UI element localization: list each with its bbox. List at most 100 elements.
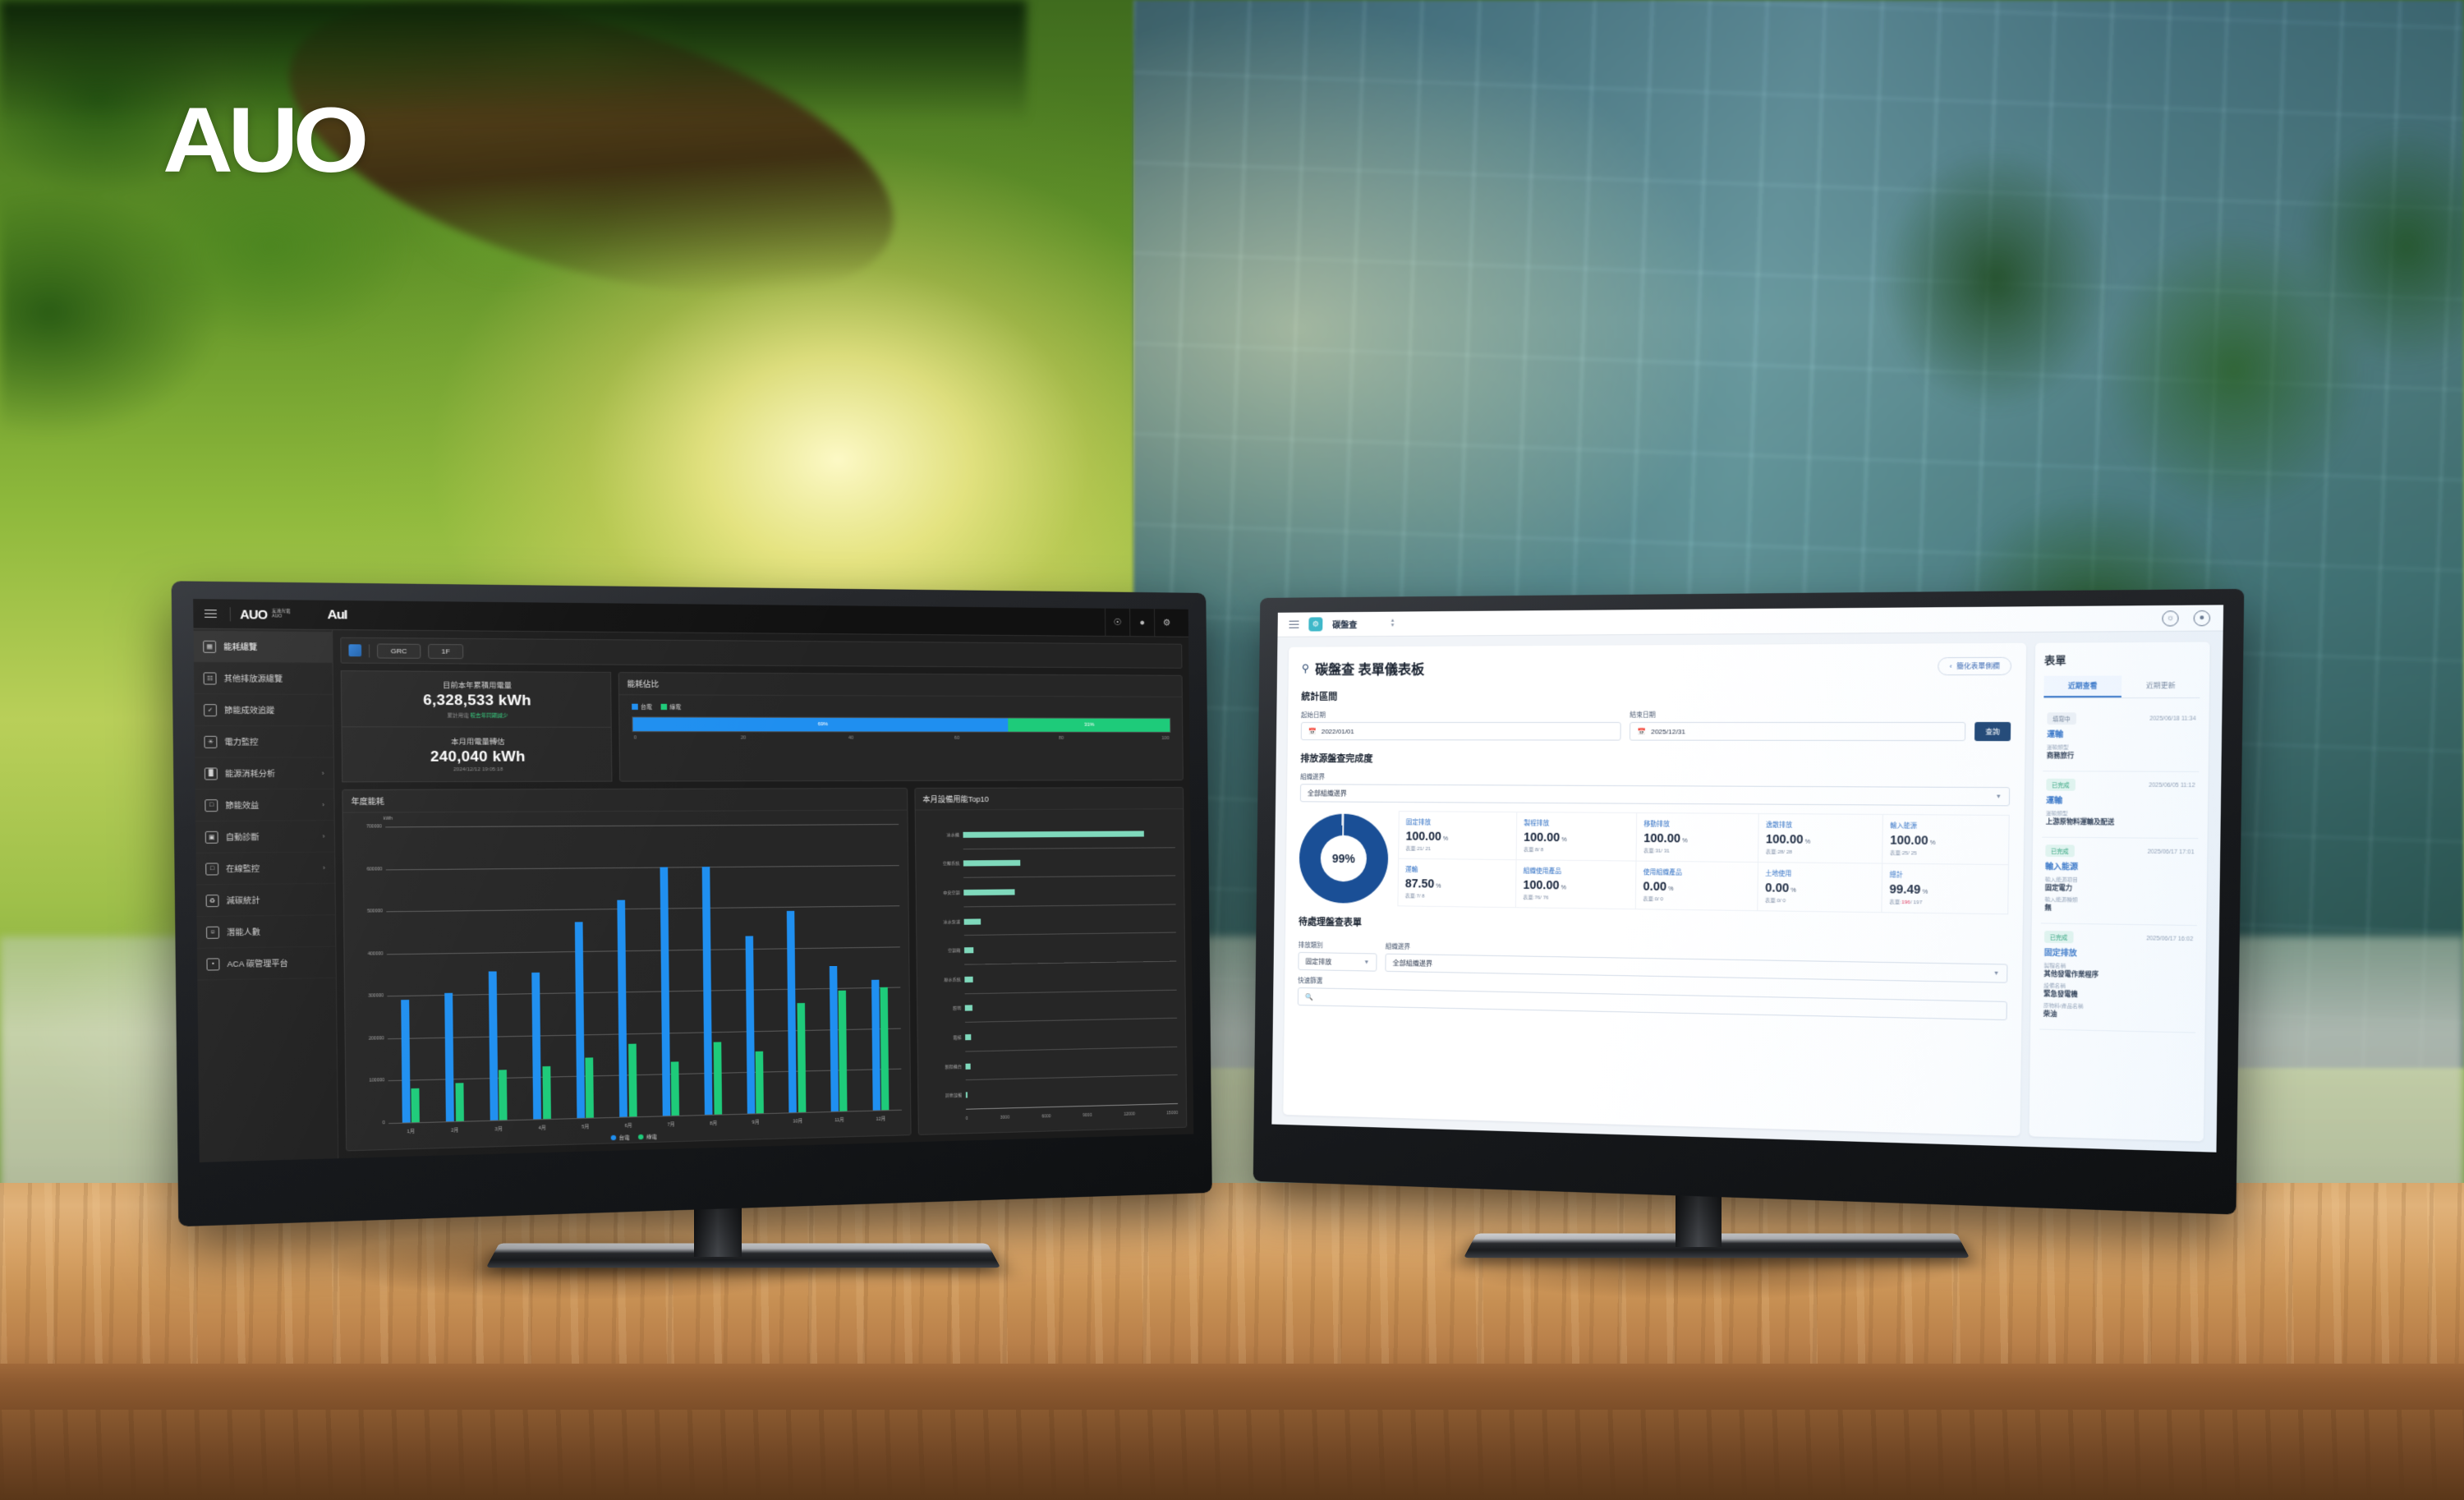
- tab-recently-updated[interactable]: 近期更新: [2145, 681, 2176, 690]
- sidebar-item-headcount[interactable]: ☺ 潛能人數: [196, 915, 336, 949]
- gear-icon[interactable]: ⚙: [1153, 608, 1179, 637]
- page-header: ⚲ 碳盤查 表單儀表板 ‹ 簡化表單側欄: [1302, 656, 2012, 679]
- sidebar-item-label: 能耗總覽: [223, 642, 258, 652]
- field-value: 上游原物料運輸及配送: [2045, 817, 2115, 826]
- completion-card-sub: 表單:31/ 31: [1643, 849, 1670, 854]
- y-axis-tick: 700000: [366, 824, 382, 830]
- kpi-sub-value: 較去年同期減少: [470, 713, 508, 719]
- sidebar-item-consumption-analysis[interactable]: █ 能源消耗分析 ›: [195, 757, 334, 790]
- sidebar-item-energy-overview[interactable]: ▦ 能耗總覽: [193, 630, 333, 664]
- end-date-input[interactable]: 📅 2025/12/31: [1629, 721, 1966, 742]
- form-list-item[interactable]: 填寫中 2025/06/18 11:34 運輸 運輸類型 商務旅行: [2043, 705, 2200, 772]
- completion-card[interactable]: 運輸 87.50% 表單:7/ 8: [1398, 858, 1516, 908]
- tab-recently-viewed[interactable]: 近期查看: [2043, 675, 2122, 698]
- field-value: 緊急發電機: [2043, 989, 2078, 999]
- completion-card-sub: 表單:8/ 8: [1523, 847, 1544, 854]
- donut-center-label: 99%: [1320, 835, 1368, 882]
- y-axis-tick: 200000: [368, 1035, 384, 1042]
- bar: [444, 992, 454, 1122]
- bar: [963, 918, 981, 925]
- form-item-timestamp: 2025/06/17 17:01: [2147, 848, 2195, 855]
- completion-card-value: 100.00%: [1643, 831, 1688, 845]
- kpi-sub-label: 累計用電: [447, 713, 469, 719]
- kpi-label: 本月用電量轉估: [451, 736, 505, 746]
- form-item-field: 製程名稱 其他發電作業程序: [2043, 961, 2192, 981]
- pending-boundary-value: 全部組織邊界: [1392, 959, 1433, 968]
- sidebar-nav: ▦ 能耗總覽 ☷ 其他排放源總覽 ✓ 節能成效追蹤 ☀ 電力監控: [193, 628, 339, 1162]
- sidebar-item-power-monitor[interactable]: ☀ 電力監控: [194, 725, 333, 758]
- completion-card[interactable]: 固定排放 100.00% 表單:21/ 21: [1399, 812, 1517, 860]
- account-icon[interactable]: ●: [2193, 610, 2211, 626]
- category-select[interactable]: 固定排放 ▼: [1298, 951, 1377, 972]
- x-axis-tick: 6月: [624, 1123, 632, 1130]
- form-list-item[interactable]: 已完成 2025/06/05 11:12 運輸 運輸類型 上游原物料運輸及配送: [2042, 771, 2200, 840]
- completion-card[interactable]: 總計 99.49% 表單:196/ 197: [1882, 863, 2008, 914]
- chevron-updown-icon[interactable]: ▲ ▼: [1390, 618, 1395, 628]
- menu-toggle-icon[interactable]: [204, 609, 217, 619]
- bar: [713, 1042, 722, 1115]
- form-list-item[interactable]: 已完成 2025/06/17 16:02 固定排放 製程名稱 其他發電作業程序 設備名稱緊…: [2039, 923, 2197, 1033]
- dark-body: ▦ 能耗總覽 ☷ 其他排放源總覽 ✓ 節能成效追蹤 ☀ 電力監控: [193, 628, 1194, 1162]
- start-date-input[interactable]: 📅 2022/01/01: [1300, 721, 1621, 741]
- chip-grc[interactable]: GRC: [376, 642, 421, 659]
- field-value: 其他發電作業程序: [2043, 969, 2099, 979]
- x-axis-tick: 7月: [667, 1122, 675, 1128]
- completion-card[interactable]: 土地使用 0.00% 表單:0/ 0: [1758, 863, 1882, 913]
- completion-card-grid: 固定排放 100.00% 表單:21/ 21 製程排放 100.00% 表單:8/ 8 移動…: [1397, 811, 2010, 915]
- bar-group: [560, 826, 606, 1119]
- category-label: 空調箱: [948, 948, 961, 954]
- bar-row: 空壓系統: [943, 848, 1176, 878]
- top10-panel: 本月設備用能Top10 冰水機 空壓系統 中央空調 冰水泵浦 空調箱 廢水系統 照明 電梯 製程…: [913, 787, 1188, 1135]
- completion-card[interactable]: 使用組織產品 0.00% 表單:0/ 0: [1635, 861, 1758, 911]
- form-list-item[interactable]: 已完成 2025/06/17 17:01 輸入能源 輸入能源項目 固定電力 輸入能源種類無: [2040, 837, 2199, 927]
- carbon-inventory-app: ⚙ 碳盤查 ▲ ▼ ☼ ● ⚲ 碳盤查 表單儀表板 ‹: [1271, 605, 2224, 1153]
- bar: [964, 1005, 973, 1012]
- sidebar-item-other-sources[interactable]: ☷ 其他排放源總覽: [193, 662, 333, 695]
- site-filter-toolbar: GRC 1F: [340, 637, 1183, 669]
- sidebar-item-carbon-stats[interactable]: ♻ 減碳統計: [195, 883, 335, 918]
- kpi-card-group: 目前本年累積用電量 6,328,533 kWh 累計用電 較去年同期減少 本月用…: [340, 670, 613, 783]
- bell-icon[interactable]: ☉: [1104, 608, 1130, 637]
- stacked-ratio-bar: 69% 31%: [632, 716, 1171, 733]
- bar: [455, 1083, 464, 1121]
- legend-item-taipower: 台電: [632, 702, 652, 711]
- sidebar-item-saving-benefit[interactable]: □ 節能效益 ›: [195, 789, 334, 822]
- completion-card-value: 100.00%: [1890, 833, 1936, 848]
- completion-card[interactable]: 逸散排放 100.00% 表單:28/ 28: [1758, 813, 1882, 863]
- x-axis-tick: 2月: [451, 1128, 459, 1134]
- bar-row: 冰水泵浦: [944, 904, 1176, 936]
- sidebar-item-online-monitor[interactable]: □ 在線監控 ›: [195, 852, 335, 886]
- user-icon[interactable]: ●: [1129, 608, 1155, 637]
- completion-card[interactable]: 製程排放 100.00% 表單:8/ 8: [1516, 812, 1637, 861]
- boundary-select[interactable]: 全部組織邊界 ▼: [1299, 784, 2011, 807]
- bar-series-group: [385, 824, 901, 1123]
- bar: [499, 1069, 508, 1120]
- table-icon: ☷: [203, 671, 217, 685]
- query-button[interactable]: 查詢: [1974, 721, 2011, 742]
- chip-floor[interactable]: 1F: [427, 643, 464, 659]
- collapse-sidebar-button[interactable]: ‹ 簡化表單側欄: [1938, 656, 2012, 675]
- menu-toggle-icon[interactable]: [1289, 620, 1299, 628]
- sidebar-item-saving-tracking[interactable]: ✓ 節能成效追蹤: [194, 694, 333, 727]
- bar: [531, 972, 542, 1120]
- completion-card-value: 100.00%: [1524, 830, 1567, 844]
- form-item-field: 設備名稱 緊急發電機: [2043, 981, 2192, 1001]
- completion-card-sub: 表單:7/ 8: [1404, 894, 1425, 900]
- form-item-field: 運輸類型 商務旅行: [2047, 743, 2195, 761]
- completion-card-sub: 表單:0/ 0: [1643, 896, 1664, 903]
- grid-icon: ▦: [203, 640, 217, 653]
- completion-card[interactable]: 組織使用產品 100.00% 表單:76/ 76: [1515, 860, 1636, 909]
- chevron-right-icon: ›: [321, 769, 324, 778]
- form-item-title: 運輸: [2046, 795, 2063, 805]
- category-label: 中央空調: [943, 890, 960, 896]
- y-axis-tick: 300000: [368, 993, 384, 1000]
- completion-card[interactable]: 輸入能源 100.00% 表單:25/ 25: [1882, 814, 2009, 865]
- sidebar-item-label: 在線監控: [226, 864, 260, 874]
- completion-section-title: 排放源盤查完成度: [1300, 754, 1373, 765]
- sidebar-item-auto-diagnosis[interactable]: ▣ 自動診斷 ›: [195, 821, 335, 854]
- bar: [829, 965, 839, 1112]
- bar: [660, 867, 671, 1116]
- globe-icon[interactable]: ☼: [2162, 610, 2179, 627]
- completion-card[interactable]: 移動排放 100.00% 表單:31/ 31: [1636, 813, 1758, 863]
- sidebar-item-aca-platform[interactable]: ▪ ACA 碳管理平台: [196, 946, 336, 981]
